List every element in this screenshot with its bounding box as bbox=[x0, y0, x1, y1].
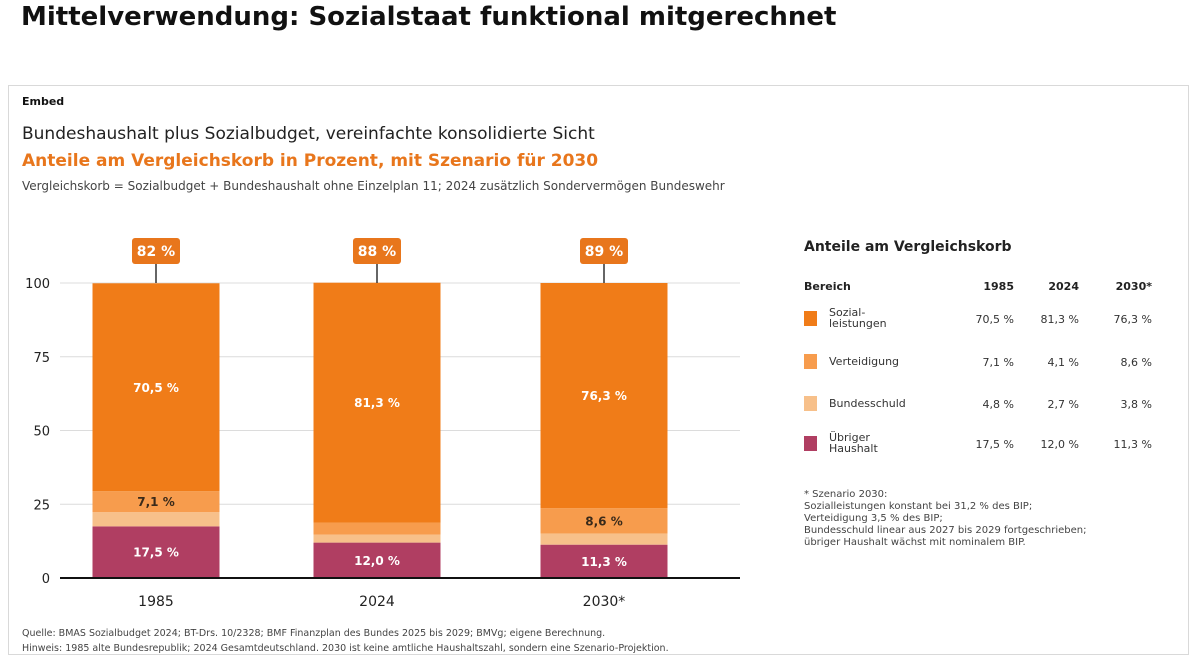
x-tick-label: 1985 bbox=[138, 594, 174, 610]
y-tick-label: 25 bbox=[33, 498, 50, 513]
chart-note: Vergleichskorb = Sozialbudget + Bundesha… bbox=[22, 179, 725, 193]
chart-subtitle: Bundeshaushalt plus Sozialbudget, verein… bbox=[22, 124, 595, 144]
bar-segment bbox=[92, 512, 220, 527]
legend-value-cell: 11,3 % bbox=[1113, 438, 1152, 451]
bar-segment bbox=[313, 542, 441, 578]
bar-value-label: 70,5 % bbox=[133, 381, 179, 395]
legend-value-cell: 7,1 % bbox=[982, 356, 1014, 369]
callout-badge bbox=[580, 238, 628, 264]
legend-value-cell: 76,3 % bbox=[1113, 313, 1152, 326]
embed-card: Embed Bundeshaushalt plus Sozialbudget, … bbox=[8, 85, 1189, 655]
legend-row-label: Bundesschuld bbox=[829, 397, 906, 410]
callout-label: 88 % bbox=[358, 244, 396, 260]
scenario-note-line: Verteidigung 3,5 % des BIP; bbox=[804, 513, 943, 524]
bar-segment bbox=[540, 283, 668, 509]
bar-segment bbox=[313, 282, 441, 523]
legend-header-2024: 2024 bbox=[1048, 280, 1079, 293]
callout-label: 89 % bbox=[585, 244, 623, 260]
bar-segment bbox=[92, 283, 220, 492]
bar-value-label: 17,5 % bbox=[133, 546, 179, 560]
chart-highlight-title: Anteile am Vergleichskorb in Prozent, mi… bbox=[22, 151, 599, 171]
callout-badge bbox=[132, 238, 180, 264]
legend-row-label: Übriger Haushalt bbox=[829, 431, 878, 455]
bar-segment bbox=[92, 491, 220, 513]
legend-swatch bbox=[804, 396, 817, 411]
source-line: Quelle: BMAS Sozialbudget 2024; BT-Drs. … bbox=[22, 628, 606, 639]
scenario-note-line: Sozialleistungen konstant bei 31,2 % des… bbox=[804, 501, 1033, 512]
y-tick-label: 0 bbox=[42, 572, 50, 587]
x-tick-label: 2030* bbox=[583, 594, 626, 610]
legend-value-cell: 81,3 % bbox=[1040, 313, 1079, 326]
scenario-note: * Szenario 2030: Sozialleistungen konsta… bbox=[804, 489, 1087, 549]
legend-swatch bbox=[804, 436, 817, 451]
legend-value-cell: 8,6 % bbox=[1120, 356, 1152, 369]
bar-value-label: 8,6 % bbox=[585, 514, 622, 528]
bar-value-label: 76,3 % bbox=[581, 389, 627, 403]
bar-segment bbox=[540, 544, 668, 578]
bar-value-label: 11,3 % bbox=[581, 555, 627, 569]
legend-row-label: Verteidigung bbox=[829, 355, 900, 368]
legend-value-cell: 2,7 % bbox=[1047, 398, 1079, 411]
legend-header-1985: 1985 bbox=[983, 280, 1014, 293]
bar-value-label: 81,3 % bbox=[354, 396, 400, 410]
bar-segment bbox=[92, 526, 220, 578]
embed-label: Embed bbox=[22, 95, 65, 108]
legend-header-area: Bereich bbox=[804, 280, 851, 293]
legend-row-label: Sozial- leistungen bbox=[829, 306, 887, 330]
legend-value-cell: 70,5 % bbox=[975, 313, 1014, 326]
legend-title: Anteile am Vergleichskorb bbox=[804, 239, 1012, 255]
legend-value-cell: 4,8 % bbox=[982, 398, 1014, 411]
hint-line: Hinweis: 1985 alte Bundesrepublik; 2024 … bbox=[22, 643, 669, 654]
bar-segment bbox=[540, 533, 668, 545]
callout-badge bbox=[353, 238, 401, 264]
y-tick-label: 50 bbox=[33, 425, 50, 440]
scenario-note-line: * Szenario 2030: bbox=[804, 489, 888, 500]
legend-value-cell: 3,8 % bbox=[1120, 398, 1152, 411]
legend-value-cell: 17,5 % bbox=[975, 438, 1014, 451]
bar-segment bbox=[540, 508, 668, 534]
y-tick-label: 75 bbox=[33, 351, 50, 366]
legend-swatch bbox=[804, 311, 817, 326]
legend-value-cell: 4,1 % bbox=[1047, 356, 1079, 369]
scenario-note-line: Bundesschuld linear aus 2027 bis 2029 fo… bbox=[804, 525, 1087, 536]
bar-value-label: 7,1 % bbox=[137, 495, 174, 509]
y-tick-label: 100 bbox=[25, 277, 50, 292]
bar-segment bbox=[313, 522, 441, 535]
legend-swatch bbox=[804, 354, 817, 369]
page-title: Mittelverwendung: Sozialstaat funktional… bbox=[21, 2, 837, 32]
bar-value-label: 12,0 % bbox=[354, 554, 400, 568]
callout-label: 82 % bbox=[137, 244, 175, 260]
scenario-note-line: übriger Haushalt wächst mit nominalem BI… bbox=[804, 537, 1026, 548]
stacked-bar-chart: 0 25 50 75 100 17,5 % 7,1 % 70,5 % 1985 82 % 12,0 … bbox=[25, 238, 740, 610]
x-tick-label: 2024 bbox=[359, 594, 395, 610]
legend-value-cell: 12,0 % bbox=[1040, 438, 1079, 451]
legend-header-2030: 2030* bbox=[1115, 280, 1152, 293]
bar-segment bbox=[313, 534, 441, 543]
